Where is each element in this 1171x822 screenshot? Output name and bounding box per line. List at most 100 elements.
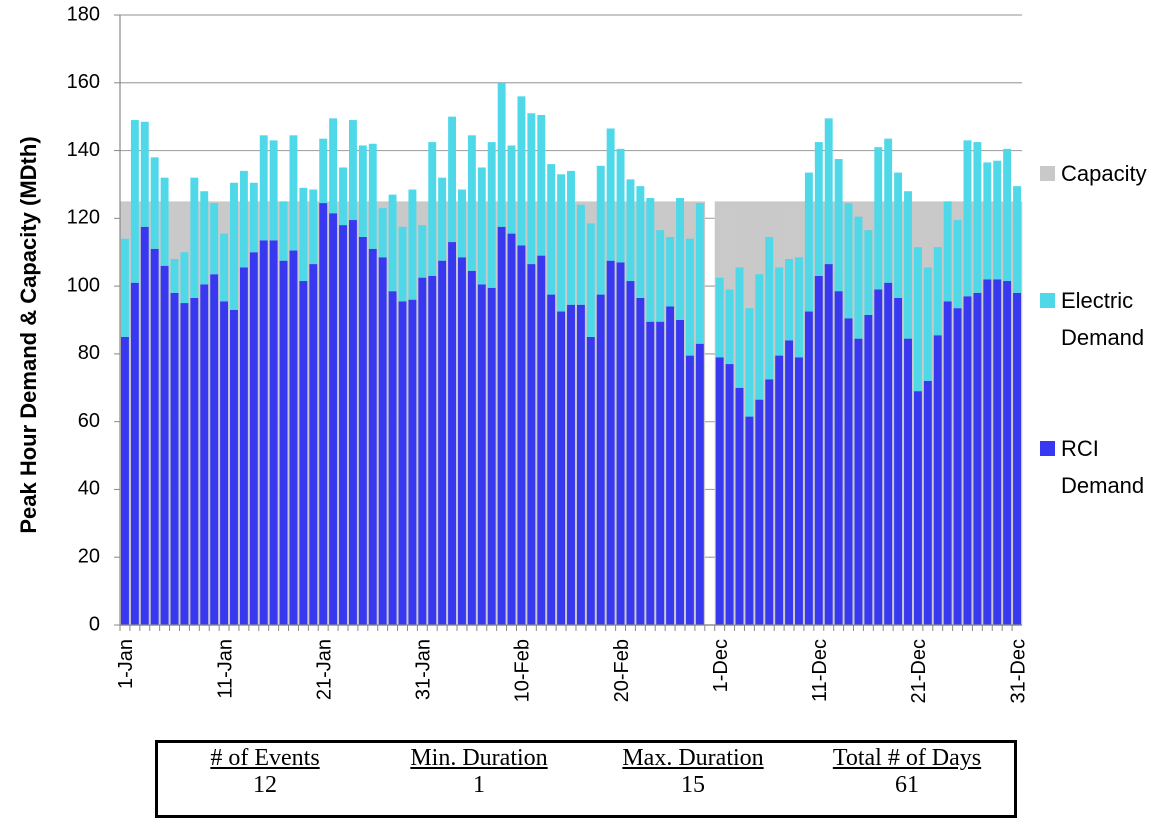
- legend-entry: Capacity: [1040, 155, 1171, 192]
- bar-segment: [269, 140, 278, 241]
- bar-segment: [259, 135, 268, 241]
- bar-segment: [676, 320, 684, 625]
- bar-segment: [537, 255, 546, 625]
- bar-segment: [913, 391, 922, 625]
- bar-segment: [477, 284, 486, 625]
- bar-segment: [398, 301, 407, 625]
- bar-segment: [230, 309, 238, 625]
- bar-segment: [735, 387, 744, 625]
- bar-segment: [725, 364, 734, 625]
- x-tick-label: 11-Dec: [809, 639, 831, 702]
- bar-segment: [368, 143, 377, 249]
- bar-segment: [884, 138, 893, 283]
- x-tick-label: 21-Dec: [908, 639, 930, 703]
- bar-segment: [507, 233, 516, 626]
- bar-segment: [785, 340, 794, 625]
- y-tick-label: 160: [67, 71, 100, 93]
- table-header: Max. Duration: [622, 745, 764, 771]
- bar-segment: [210, 274, 219, 625]
- bar-segment: [378, 257, 387, 625]
- bar-segment: [279, 201, 288, 261]
- bar-segment: [249, 252, 258, 625]
- bar-segment: [448, 116, 457, 243]
- bar-segment: [358, 145, 367, 237]
- bars: [120, 82, 1023, 626]
- x-tick-label: 10-Feb: [512, 639, 534, 702]
- bar-segment: [269, 240, 278, 625]
- bar-segment: [576, 204, 585, 305]
- bar-segment: [408, 189, 417, 300]
- x-tick-label: 31-Dec: [1007, 639, 1029, 703]
- bar-segment: [299, 281, 308, 625]
- table-value: 15: [681, 772, 705, 798]
- bar-segment: [844, 203, 853, 319]
- bar-segment: [289, 250, 298, 625]
- bar-segment: [458, 257, 466, 625]
- bar-segment: [715, 277, 724, 358]
- bar-segment: [388, 194, 397, 292]
- bar-segment: [180, 303, 189, 625]
- bar-segment: [695, 343, 704, 625]
- bar-segment: [289, 135, 298, 251]
- legend-label: Electric Demand: [1061, 288, 1145, 350]
- x-tick-label: 11-Jan: [214, 639, 236, 699]
- bar-segment: [933, 247, 942, 336]
- bar-segment: [160, 177, 169, 266]
- bar-segment: [527, 113, 536, 265]
- x-tick-label: 21-Jan: [313, 639, 335, 700]
- bar-segment: [844, 318, 853, 625]
- bar-segment: [884, 282, 893, 625]
- bar-segment: [606, 128, 615, 261]
- bar-segment: [953, 308, 962, 625]
- bar-segment: [428, 142, 437, 276]
- bar-segment: [487, 287, 496, 625]
- bar-segment: [735, 267, 744, 388]
- bar-segment: [517, 245, 526, 625]
- bar-segment: [953, 220, 962, 309]
- bar-segment: [388, 291, 397, 625]
- bar-segment: [309, 189, 318, 265]
- bar-segment: [983, 279, 992, 625]
- bar-segment: [358, 236, 367, 625]
- bar-segment: [973, 142, 982, 293]
- bar-segment: [963, 296, 972, 625]
- bar-segment: [547, 294, 556, 625]
- bar-segment: [458, 189, 466, 258]
- x-tick-label: 20-Feb: [611, 639, 633, 702]
- bar-segment: [537, 114, 546, 256]
- bar-segment: [834, 159, 843, 292]
- bar-segment: [606, 260, 615, 625]
- bar-segment: [894, 297, 903, 625]
- legend-swatch: [1040, 293, 1055, 308]
- bar-segment: [448, 242, 457, 626]
- table-column: Total # of Days 61: [800, 743, 1014, 815]
- bar-segment: [923, 381, 932, 625]
- y-tick-label: 120: [67, 207, 100, 229]
- bar-segment: [170, 259, 179, 293]
- bar-segment: [814, 275, 823, 625]
- bar-segment: [527, 264, 536, 625]
- bar-segment: [121, 336, 129, 625]
- bar-segment: [745, 308, 754, 417]
- bar-segment: [299, 187, 308, 282]
- bar-segment: [477, 167, 486, 285]
- bar-segment: [804, 172, 813, 312]
- bar-segment: [517, 96, 526, 246]
- x-tick-label: 31-Jan: [413, 639, 435, 700]
- table-column: Max. Duration 15: [586, 743, 800, 815]
- y-tick-label: 20: [78, 546, 100, 568]
- bar-segment: [596, 294, 605, 625]
- bar-segment: [368, 248, 377, 626]
- table-value: 61: [895, 772, 919, 798]
- table-column: Min. Duration 1: [372, 743, 586, 815]
- bar-segment: [150, 157, 159, 249]
- bar-segment: [864, 314, 873, 625]
- x-tick-label: 1-Jan: [115, 639, 137, 689]
- bar-segment: [666, 236, 675, 307]
- bar-segment: [150, 248, 159, 626]
- bar-segment: [438, 177, 447, 261]
- table-column: # of Events 12: [158, 743, 372, 815]
- bar-segment: [785, 259, 794, 341]
